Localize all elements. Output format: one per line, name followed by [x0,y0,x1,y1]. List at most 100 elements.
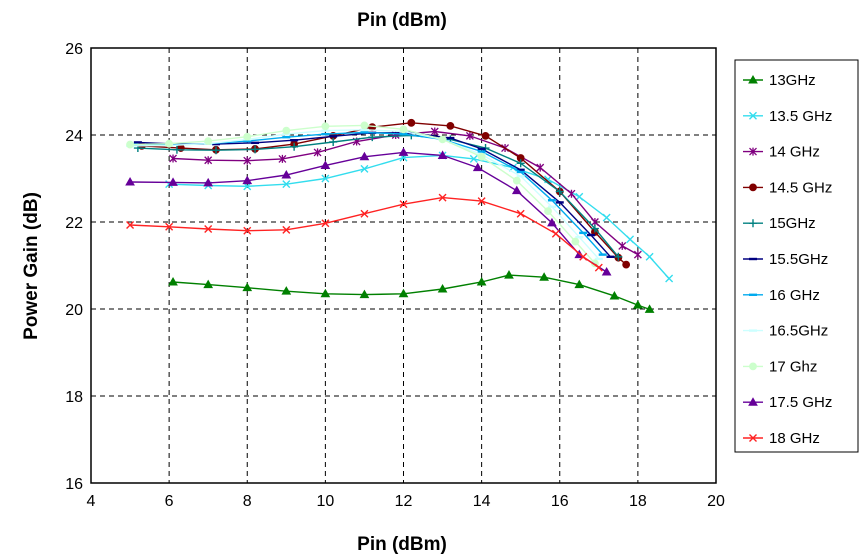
data-point [126,221,135,230]
data-point [282,225,291,234]
data-point [437,150,448,159]
chart-title: Pin (dBm) [357,10,447,31]
data-point [574,279,585,289]
legend-marker [749,183,757,192]
legend-label: 14.5 GHz [769,179,832,196]
data-point [575,192,584,201]
data-point [126,140,134,149]
data-point [165,222,174,231]
grid-lines [91,48,716,483]
data-point [665,274,674,283]
y-tick-labels: 16 18 20 22 24 26 [65,41,83,493]
data-point [438,193,447,202]
data-point [618,241,627,250]
data-point [321,122,330,131]
series-4 [133,131,623,261]
legend [734,59,859,453]
data-point [204,224,213,233]
data-point [320,160,331,169]
data-point [512,176,521,185]
x-tick-label: 8 [243,493,252,510]
data-point [282,126,291,135]
data-point [645,252,654,261]
data-point [242,175,253,185]
data-point [622,260,631,269]
data-point [243,226,252,235]
legend-entry: 15GHz [743,215,816,232]
data-point [203,279,214,289]
data-point [399,125,408,134]
data-point [437,283,448,293]
data-point [544,207,552,216]
data-point [359,289,370,299]
data-point [368,133,377,142]
data-point [571,237,580,246]
data-point [398,147,409,156]
data-point [472,162,483,172]
series-line [130,196,600,269]
data-point [465,131,474,140]
data-point [590,224,599,233]
legend-label: 13.5 GHz [769,108,832,125]
legend-entry: 16.5GHz [743,323,828,340]
data-point [481,131,490,140]
y-tick-label: 20 [65,302,83,319]
x-tick-label: 20 [707,493,725,510]
y-axis-label: Power Gain (dB) [21,192,42,340]
data-point [551,229,560,238]
legend-label: 17.5 GHz [769,394,832,411]
y-tick-label: 26 [65,41,83,58]
series-9 [125,147,612,276]
data-point [212,146,220,155]
data-point [633,250,642,259]
x-tick-label: 6 [165,493,174,510]
legend-entry: 13GHz [743,72,816,89]
data-point [251,145,260,154]
legend-marker [749,434,757,442]
data-point [516,159,525,168]
data-point [359,151,370,161]
legend-label: 18 GHz [769,430,820,447]
series-line [137,134,619,258]
x-tick-label: 10 [316,493,334,510]
legend-marker [749,219,757,228]
data-point [601,267,612,276]
data-point [579,252,588,261]
y-tick-label: 18 [65,389,83,406]
data-point [626,235,635,244]
data-point [360,209,369,218]
data-point [547,217,557,227]
data-point [278,154,287,163]
data-point [172,145,181,154]
data-point [360,164,369,173]
series-0 [168,270,655,313]
legend-entry: 15.5GHz [743,251,828,268]
series-2 [169,127,642,259]
data-point [168,277,178,286]
data-point [602,213,611,222]
data-point [555,187,564,196]
data-point [243,132,252,141]
legend-label: 14 GHz [769,144,820,161]
data-point [614,252,623,261]
data-point [204,137,213,145]
legend-entry: 14.5 GHz [743,179,832,196]
data-point [168,177,178,186]
data-point [477,197,486,206]
data-point [203,177,214,187]
series-line [130,124,596,264]
series-line [169,154,670,280]
data-point [477,152,486,161]
data-point [398,288,409,298]
x-tick-label: 4 [87,493,96,510]
data-point [567,189,576,198]
data-series [125,118,674,313]
legend-marker [748,74,758,84]
legend-marker [749,362,757,371]
data-point [516,209,525,218]
legend-label: 15.5GHz [769,251,828,268]
x-tick-labels: 4 6 8 10 12 14 16 18 20 [87,493,725,510]
data-point [169,154,177,163]
data-point [360,121,369,130]
